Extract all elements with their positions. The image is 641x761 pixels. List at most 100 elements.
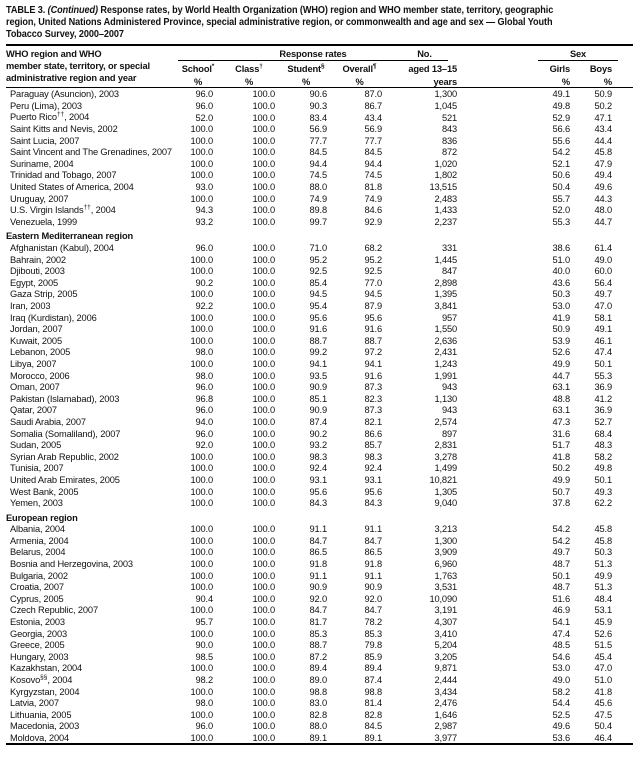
value-cell: 95.7 bbox=[195, 617, 214, 628]
value-cell: 96.0 bbox=[195, 721, 214, 732]
value-cell: 91.1 bbox=[364, 570, 383, 581]
value-cell: 44.4 bbox=[594, 135, 613, 146]
value-cell: 100.0 bbox=[252, 732, 275, 743]
value-cell: 100.0 bbox=[252, 416, 275, 427]
value-cell: 87.0 bbox=[364, 89, 383, 100]
col-header-girls: Girls bbox=[549, 63, 571, 74]
value-cell: 3,410 bbox=[434, 628, 457, 639]
table-row: Trinidad and Tobago, 2007 100.0 100.0 74.5 7… bbox=[6, 169, 633, 180]
unit-overall: % bbox=[332, 73, 387, 88]
value-cell: 1,305 bbox=[434, 486, 457, 497]
table-row: West Bank, 2005 100.0 100.0 95.6 95.6 1,305 50… bbox=[6, 485, 633, 497]
unit-boys: % bbox=[575, 73, 633, 88]
value-cell: 68.2 bbox=[364, 243, 383, 254]
country-label: Kazakhstan, 2004 bbox=[10, 663, 83, 674]
value-cell: 98.8 bbox=[364, 686, 383, 697]
value-cell: 96.0 bbox=[195, 100, 214, 111]
value-cell: 56.9 bbox=[309, 124, 328, 135]
value-cell: 85.3 bbox=[309, 628, 328, 639]
country-label: Kyrgyzstan, 2004 bbox=[10, 686, 80, 697]
value-cell: 74.9 bbox=[309, 193, 328, 204]
value-cell: 100.0 bbox=[190, 254, 213, 265]
value-cell: 957 bbox=[441, 312, 457, 323]
value-cell: 52.6 bbox=[594, 628, 613, 639]
row-header-line-1: WHO region and WHO bbox=[6, 48, 102, 59]
value-cell: 100.0 bbox=[190, 266, 213, 277]
value-cell: 3,434 bbox=[434, 686, 457, 697]
value-cell: 96.0 bbox=[195, 405, 214, 416]
value-cell: 100.0 bbox=[252, 547, 275, 558]
value-cell: 47.4 bbox=[552, 628, 571, 639]
value-cell: 100.0 bbox=[190, 193, 213, 204]
value-cell: 100.0 bbox=[252, 605, 275, 616]
value-cell: 92.0 bbox=[195, 440, 214, 451]
section-header-row: European region bbox=[6, 508, 633, 523]
value-cell: 3,213 bbox=[434, 524, 457, 535]
country-label: Saudi Arabia, 2007 bbox=[10, 416, 86, 427]
country-label: Uruguay, 2007 bbox=[10, 193, 69, 204]
value-cell: 100.0 bbox=[252, 243, 275, 254]
country-label: Jordan, 2007 bbox=[10, 324, 63, 335]
value-cell: 54.2 bbox=[552, 524, 571, 535]
country-label: Czech Republic, 2007 bbox=[10, 605, 98, 616]
value-cell: 50.2 bbox=[594, 100, 613, 111]
value-cell: 1,300 bbox=[434, 535, 457, 546]
value-cell: 49.6 bbox=[552, 721, 571, 732]
country-label: Puerto Rico††, 2004 bbox=[10, 111, 90, 123]
value-cell: 84.5 bbox=[364, 147, 383, 158]
title-prefix: TABLE 3. bbox=[6, 4, 46, 16]
table-title: TABLE 3. (Continued) Response rates, by … bbox=[6, 4, 635, 41]
value-cell: 100.0 bbox=[252, 428, 275, 439]
country-label: Pakistan (Islamabad), 2003 bbox=[10, 393, 120, 404]
value-cell: 100.0 bbox=[252, 524, 275, 535]
value-cell: 2,237 bbox=[434, 216, 457, 227]
value-cell: 84.7 bbox=[309, 605, 328, 616]
value-cell: 47.9 bbox=[594, 158, 613, 169]
value-cell: 50.1 bbox=[594, 358, 613, 369]
table-row: Paraguay (Asuncion), 2003 96.0 100.0 90.6 87… bbox=[6, 87, 633, 99]
value-cell: 95.4 bbox=[309, 301, 328, 311]
country-label: Gaza Strip, 2005 bbox=[10, 289, 78, 300]
value-cell: 49.6 bbox=[594, 182, 613, 193]
value-cell: 92.9 bbox=[364, 216, 383, 227]
value-cell: 91.6 bbox=[364, 324, 383, 335]
value-cell: 98.8 bbox=[309, 686, 328, 697]
value-cell: 3,205 bbox=[434, 651, 457, 662]
value-cell: 94.4 bbox=[309, 158, 328, 169]
table-row: Saint Kitts and Nevis, 2002 100.0 100.0 56.… bbox=[6, 123, 633, 135]
value-cell: 55.3 bbox=[594, 370, 613, 381]
row-header-title: WHO region and WHO member state, territo… bbox=[6, 48, 178, 88]
value-cell: 96.0 bbox=[195, 382, 214, 393]
value-cell: 55.3 bbox=[552, 216, 571, 227]
value-cell: 52.0 bbox=[195, 112, 214, 123]
table-row: Czech Republic, 2007 100.0 100.0 84.7 84.7 3,… bbox=[6, 604, 633, 616]
value-cell: 91.8 bbox=[364, 559, 383, 570]
value-cell: 82.3 bbox=[364, 393, 383, 404]
value-cell: 50.2 bbox=[552, 463, 571, 474]
value-cell: 100.0 bbox=[190, 486, 213, 497]
country-label: Bosnia and Herzegovina, 2003 bbox=[10, 559, 133, 570]
title-line-1: TABLE 3. (Continued) Response rates, by … bbox=[6, 4, 553, 17]
value-cell: 836 bbox=[441, 135, 457, 146]
value-cell: 100.0 bbox=[190, 358, 213, 369]
value-cell: 100.0 bbox=[252, 405, 275, 416]
response-rates-spanner: Response rates bbox=[178, 49, 448, 62]
value-cell: 85.9 bbox=[364, 651, 383, 662]
value-cell: 90.9 bbox=[309, 582, 328, 593]
value-cell: 2,831 bbox=[434, 440, 457, 451]
value-cell: 1,445 bbox=[434, 254, 457, 265]
value-cell: 521 bbox=[441, 112, 457, 123]
table-row: Lithuania, 2005 100.0 100.0 82.8 82.8 1,646 52… bbox=[6, 708, 633, 720]
value-cell: 48.3 bbox=[594, 440, 613, 451]
value-cell: 90.9 bbox=[309, 405, 328, 416]
value-cell: 897 bbox=[441, 428, 457, 439]
footnote-mark: †† bbox=[56, 111, 65, 119]
value-cell: 89.1 bbox=[364, 732, 383, 743]
country-label: Sudan, 2005 bbox=[10, 440, 62, 451]
value-cell: 55.7 bbox=[552, 193, 571, 204]
value-cell: 60.0 bbox=[594, 266, 613, 277]
table-row: Hungary, 2003 98.5 100.0 87.2 85.9 3,205 54.6 4… bbox=[6, 650, 633, 662]
header-spanner-row: WHO region and WHO member state, territo… bbox=[6, 48, 633, 88]
value-cell: 84.5 bbox=[364, 721, 383, 732]
country-label: Suriname, 2004 bbox=[10, 158, 74, 169]
